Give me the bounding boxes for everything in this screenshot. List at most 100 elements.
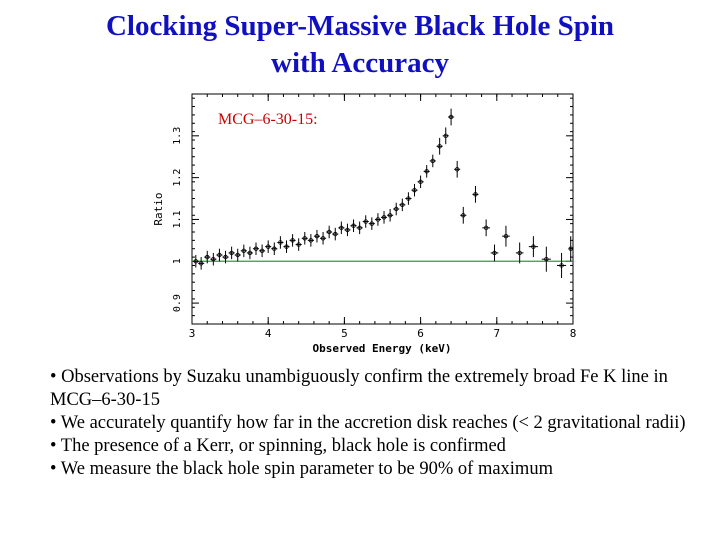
point-marker [517,250,522,256]
ratio-spectrum-chart: 3 4 5 6 7 8 0.9 1 1.1 1.2 1.3 MCG–6-30-15: Observ… [152,93,577,355]
point-marker [259,248,265,254]
point-marker [235,252,240,258]
data-point [216,248,223,262]
point-marker [211,256,216,262]
point-marker [357,225,362,231]
point-marker [454,167,460,172]
point-marker [296,242,301,247]
y-tick-label: 0.9 [172,294,183,312]
point-marker [424,169,429,174]
y-tick-label: 1.2 [172,169,183,187]
bullet-item: • Observations by Suzaku unambiguously c… [50,367,668,410]
point-marker [418,179,423,185]
point-marker [339,225,344,231]
data-point [541,246,551,272]
x-tick-label: 7 [493,327,500,340]
point-marker [272,246,277,251]
data-point [405,192,412,205]
data-point [313,229,321,243]
point-marker [333,231,338,237]
data-point [210,252,217,266]
point-marker [241,248,247,254]
data-point [454,160,461,178]
data-point [204,250,211,264]
data-point [192,255,199,268]
data-point [198,257,205,270]
data-point [460,206,467,224]
point-marker [193,259,199,264]
data-point [277,236,284,249]
data-points [192,108,573,278]
point-marker [229,250,234,256]
bullet-list: • Observations by Suzaku unambiguously c… [50,366,690,481]
x-axis-label: Observed Energy (keV) [312,342,451,355]
x-tick-label: 8 [570,327,577,340]
data-point [515,242,524,264]
data-point [332,227,339,241]
bullet-item: • We accurately quantify how far in the … [50,413,686,433]
data-point [368,217,375,230]
data-point [234,248,241,262]
point-marker [278,240,283,245]
slide-title: Clocking Super-Massive Black Hole Spin w… [0,8,720,82]
data-point [338,221,345,235]
data-point [283,240,290,253]
data-point [411,183,418,197]
data-point [393,202,400,216]
point-marker [198,261,204,266]
data-point [344,223,351,237]
data-point [307,234,314,247]
point-marker [430,158,435,164]
x-tick-label: 3 [189,327,196,340]
point-marker [559,263,564,268]
point-marker [284,244,289,249]
point-marker [253,246,259,251]
title-line-1: Clocking Super-Massive Black Hole Spin [105,10,615,42]
data-point [326,225,333,239]
y-tick-label: 1.1 [172,210,183,228]
point-marker [320,236,326,241]
title-line-2: with Accuracy [271,47,449,79]
point-marker [400,202,405,208]
data-point [490,244,499,262]
data-point [350,219,357,232]
data-point [472,186,479,203]
y-tick-label: 1 [172,258,183,264]
bullet-item: • The presence of a Kerr, or spinning, b… [50,436,506,456]
data-point [423,165,430,178]
data-point [320,232,327,245]
point-marker [473,192,478,197]
point-marker [265,244,271,249]
data-point [362,215,369,228]
data-point [259,244,266,258]
point-marker [369,221,375,226]
source-annotation: MCG–6-30-15: [218,111,318,128]
point-marker [412,187,417,193]
point-marker [247,250,253,256]
point-marker [503,233,509,239]
point-marker [345,227,350,233]
data-point [482,219,490,237]
point-marker [217,252,222,258]
data-point [246,246,253,260]
x-tick-label: 6 [417,327,424,340]
data-point [271,242,278,255]
data-point [417,175,424,189]
data-point [252,242,260,255]
data-point [289,234,296,247]
data-point [356,221,363,235]
point-marker [448,114,454,120]
x-axis-tick-labels: 3 4 5 6 7 8 [189,327,577,340]
data-point [568,236,573,262]
data-point [399,198,406,212]
data-point [436,137,443,155]
data-point [265,240,272,253]
data-point [556,252,567,278]
point-marker [326,229,332,235]
y-tick-label: 1.3 [172,127,183,145]
point-marker [437,144,442,149]
x-axis-ticks [191,94,574,324]
data-point [429,154,436,168]
point-marker [461,213,466,218]
point-marker [492,250,497,256]
